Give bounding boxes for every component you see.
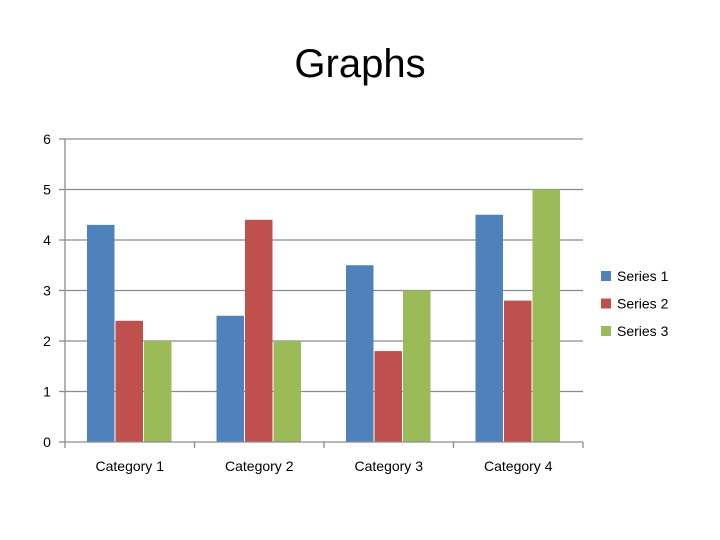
y-tick-label: 5 [43, 182, 51, 198]
axes [59, 138, 584, 448]
y-tick-label: 3 [43, 283, 51, 299]
bar [273, 341, 301, 442]
legend-label: Series 3 [617, 323, 669, 339]
x-tick-label: Category 1 [96, 458, 165, 474]
bar [216, 315, 244, 442]
bar [475, 214, 503, 442]
y-tick-label: 6 [43, 131, 51, 147]
x-axis-ticks: Category 1 Category 2 Category 3 Category 4 [96, 458, 553, 474]
bar-group [87, 189, 560, 442]
bar [245, 219, 273, 442]
bar [532, 189, 560, 442]
bar [115, 320, 143, 442]
page-title: Graphs [294, 42, 426, 86]
legend-swatch [601, 326, 611, 336]
y-tick-label: 1 [43, 384, 51, 400]
bar [346, 265, 374, 442]
legend-label: Series 1 [617, 268, 669, 284]
legend-swatch [601, 271, 611, 281]
legend-label: Series 2 [617, 296, 669, 312]
bar [504, 300, 532, 442]
y-tick-label: 4 [43, 232, 51, 248]
legend: Series 1 Series 2 Series 3 [601, 268, 669, 339]
bar [403, 290, 431, 442]
x-tick-label: Category 4 [484, 458, 553, 474]
x-tick-label: Category 3 [355, 458, 424, 474]
bar [87, 224, 115, 442]
bar [144, 341, 172, 442]
x-tick-label: Category 2 [225, 458, 294, 474]
y-tick-label: 0 [43, 434, 51, 450]
legend-swatch [601, 298, 611, 309]
y-axis-ticks: 0 1 2 3 4 5 6 [43, 131, 51, 450]
y-tick-label: 2 [43, 333, 51, 349]
bar [374, 351, 402, 442]
